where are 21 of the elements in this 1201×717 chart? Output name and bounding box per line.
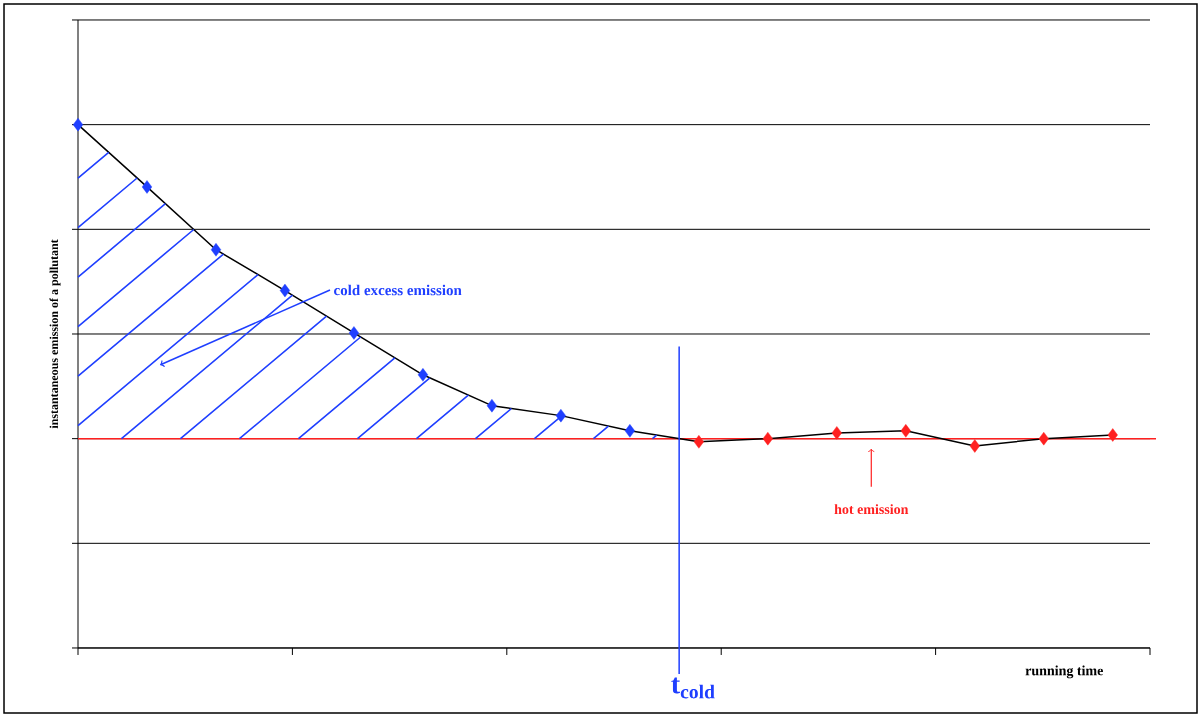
annotation: cold excess emission [334,284,462,296]
point [141,180,153,194]
x-axis-title: running time [1025,665,1103,679]
point [969,439,980,453]
point [1107,428,1118,442]
y-axis-title: instantaneous emission of a pollutant [49,239,61,429]
point [762,431,773,446]
point [555,408,566,423]
point [900,424,911,438]
point [624,424,635,438]
point [72,117,84,132]
point [693,435,704,449]
point [417,368,428,382]
point [486,398,497,413]
text: t$_{cold}$ [671,677,715,699]
point [279,283,291,298]
point [831,426,842,440]
point [1038,431,1049,446]
ref-line-label: hot emission [834,504,909,515]
point [210,243,222,257]
point [348,326,360,340]
